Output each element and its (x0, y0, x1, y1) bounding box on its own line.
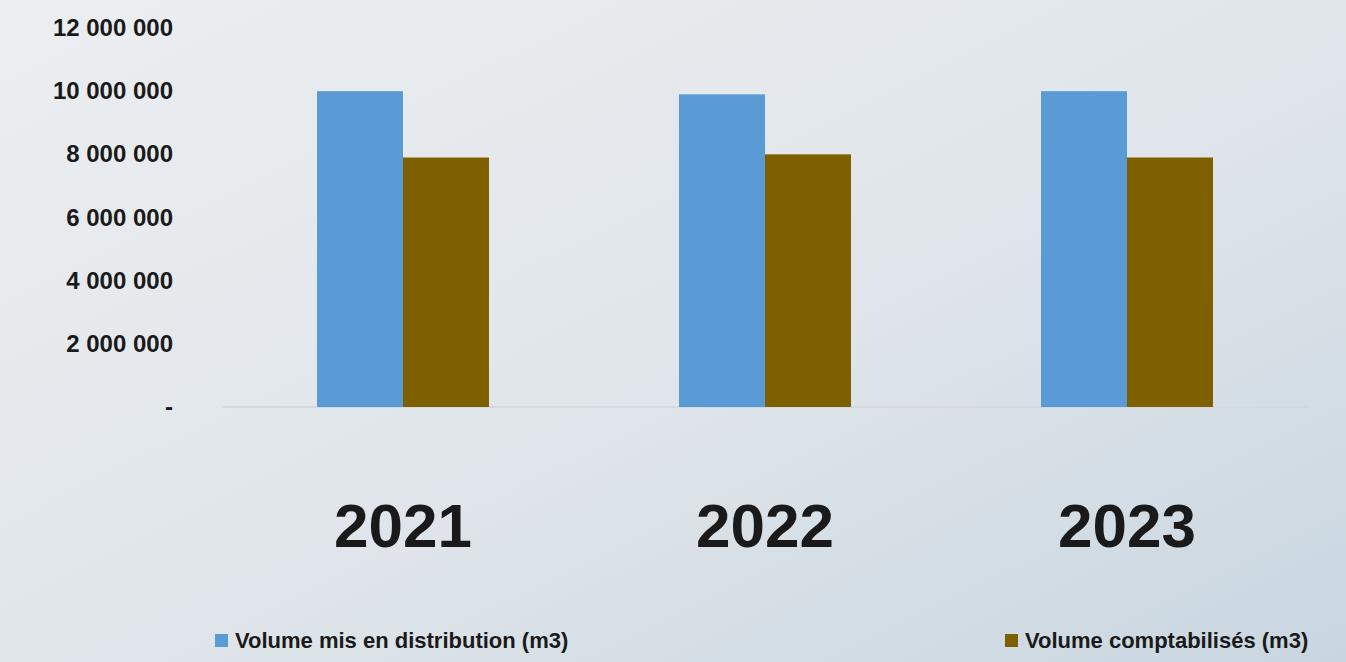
legend-swatch (215, 634, 228, 647)
bar (765, 154, 851, 407)
y-tick-label: 4 000 000 (66, 267, 173, 294)
bar (679, 94, 765, 407)
y-tick (180, 343, 184, 344)
y-tick-label: 8 000 000 (66, 140, 173, 167)
y-tick (180, 28, 184, 29)
y-tick (180, 154, 184, 155)
x-tick-label: 2023 (1058, 491, 1196, 560)
chart: - 2 000 000 4 000 000 6 000 000 8 000 000 10 … (0, 0, 1346, 662)
y-tick (180, 91, 184, 92)
y-tick-label: - (165, 393, 173, 420)
y-tick (180, 280, 184, 281)
legend-label: Volume mis en distribution (m3) (235, 628, 568, 653)
y-tick-label: 6 000 000 (66, 204, 173, 231)
x-tick-label: 2021 (334, 491, 472, 560)
legend-swatch (1005, 634, 1018, 647)
y-tick-label: 10 000 000 (53, 77, 173, 104)
bar (1127, 157, 1213, 407)
y-tick (180, 217, 184, 218)
y-tick-label: 2 000 000 (66, 330, 173, 357)
background (0, 0, 1346, 662)
bar (317, 91, 403, 407)
legend: Volume mis en distribution (m3) Volume co… (215, 628, 1308, 653)
legend-label: Volume comptabilisés (m3) (1025, 628, 1308, 653)
bar (403, 157, 489, 407)
y-tick-label: 12 000 000 (53, 14, 173, 41)
bar (1041, 91, 1127, 407)
bars (317, 91, 1213, 407)
x-tick-label: 2022 (696, 491, 834, 560)
y-tick (180, 407, 184, 408)
